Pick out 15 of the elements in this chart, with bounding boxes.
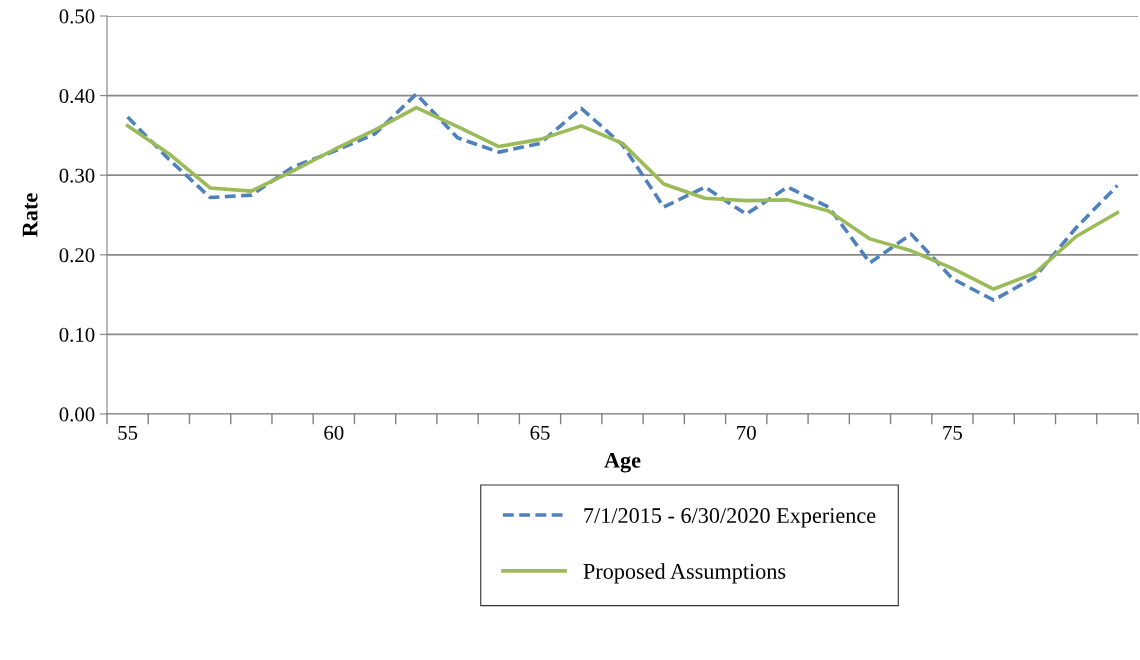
x-axis-title: Age bbox=[604, 452, 641, 473]
x-tick-label: 75 bbox=[943, 425, 963, 440]
x-tick-label: 65 bbox=[530, 425, 550, 440]
y-tick-label: 0.50 bbox=[59, 9, 95, 24]
y-tick-label: 0.30 bbox=[59, 168, 95, 183]
y-tick-label: 0.20 bbox=[59, 248, 95, 263]
x-tick-label: 55 bbox=[118, 425, 138, 440]
y-tick-label: 0.00 bbox=[59, 407, 95, 422]
legend-label: 7/1/2015 - 6/30/2020 Experience bbox=[584, 508, 876, 528]
legend-label: Proposed Assumptions bbox=[583, 563, 786, 584]
y-tick-label: 0.10 bbox=[59, 327, 95, 342]
y-axis-title: Rate bbox=[22, 193, 38, 237]
x-tick-label: 60 bbox=[324, 425, 344, 440]
y-tick-label: 0.40 bbox=[59, 88, 95, 104]
x-tick-label: 70 bbox=[737, 425, 756, 440]
